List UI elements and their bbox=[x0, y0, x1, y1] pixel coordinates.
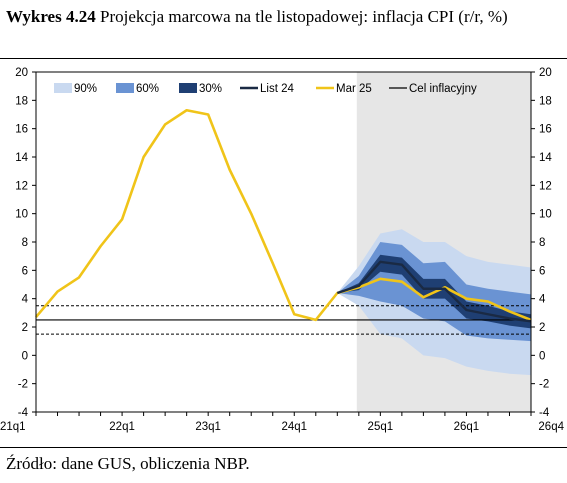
y-tick-label-right: 12 bbox=[539, 180, 552, 192]
top-rule bbox=[0, 58, 567, 59]
y-tick-label-left: -4 bbox=[18, 407, 29, 419]
y-tick-label-right: -4 bbox=[539, 407, 550, 419]
y-tick-label-left: 4 bbox=[22, 294, 29, 306]
series-line-mar25 bbox=[35, 108, 532, 322]
bottom-rule bbox=[0, 447, 567, 448]
legend-swatch-p60 bbox=[116, 83, 134, 93]
y-tick-label-left: 8 bbox=[22, 237, 28, 249]
y-tick-label-right: 2 bbox=[539, 322, 545, 334]
y-tick-label-left: 12 bbox=[15, 180, 28, 192]
y-tick-label-right: 18 bbox=[539, 95, 552, 107]
series-line-list24 bbox=[336, 260, 532, 323]
y-tick-label-right: 10 bbox=[539, 209, 552, 221]
legend-label-list24: List 24 bbox=[260, 83, 294, 95]
cpi-projection-chart: -4 -4 -2 -2 0 0 2 2 4 4 6 6 8 8 10 10 12 12 14 14 16 16 18 18 20… bbox=[0, 67, 565, 433]
y-tick-label-right: 8 bbox=[539, 237, 545, 249]
inflation-target-lines bbox=[36, 305, 531, 335]
legend-swatch-p90 bbox=[54, 83, 72, 93]
y-tick-label-right: 0 bbox=[539, 350, 545, 362]
y-tick-label-left: 20 bbox=[15, 67, 28, 79]
series-lines bbox=[35, 108, 532, 323]
y-tick-label-right: 14 bbox=[539, 152, 552, 164]
x-tick-label: 26q4 bbox=[538, 421, 564, 433]
figure-number: Wykres 4.24 bbox=[6, 7, 96, 26]
y-tick-label-left: 10 bbox=[15, 209, 28, 221]
y-tick-label-right: 16 bbox=[539, 124, 552, 136]
y-tick-label-left: -2 bbox=[18, 379, 28, 391]
figure-title: Wykres 4.24 Projekcja marcowa na tle lis… bbox=[6, 4, 562, 30]
figure-title-text: Projekcja marcowa na tle listopadowej: i… bbox=[95, 7, 508, 26]
y-tick-label-left: 2 bbox=[22, 322, 28, 334]
y-tick-label-right: 20 bbox=[539, 67, 552, 79]
y-tick-label-left: 14 bbox=[15, 152, 28, 164]
x-tick-label: 24q1 bbox=[281, 421, 307, 433]
legend-label-p90: 90% bbox=[74, 83, 97, 95]
y-tick-label-right: -2 bbox=[539, 379, 549, 391]
legend-label-p30: 30% bbox=[199, 83, 222, 95]
legend-label-target: Cel inflacyjny bbox=[409, 83, 477, 95]
y-tick-label-right: 4 bbox=[539, 294, 546, 306]
x-tick-label: 25q1 bbox=[368, 421, 394, 433]
legend-label-mar25: Mar 25 bbox=[336, 83, 372, 95]
y-tick-label-left: 6 bbox=[22, 265, 28, 277]
legend-swatch-p30 bbox=[179, 83, 197, 93]
y-tick-label-left: 0 bbox=[22, 350, 28, 362]
legend: 90% 60% 30% List 24 Mar 25 Cel inflacyjny bbox=[54, 83, 477, 95]
legend-label-p60: 60% bbox=[136, 83, 159, 95]
x-tick-label: 21q1 bbox=[0, 421, 26, 433]
y-tick-label-right: 6 bbox=[539, 265, 545, 277]
x-tick-label: 23q1 bbox=[195, 421, 221, 433]
source-note: Źródło: dane GUS, obliczenia NBP. bbox=[6, 454, 250, 473]
y-tick-label-left: 16 bbox=[15, 124, 28, 136]
axes: -4 -4 -2 -2 0 0 2 2 4 4 6 6 8 8 10 10 12 12 14 14 16 16 18 18 20… bbox=[0, 67, 565, 433]
x-tick-label: 26q1 bbox=[454, 421, 480, 433]
y-tick-label-left: 18 bbox=[15, 95, 28, 107]
x-tick-label: 22q1 bbox=[109, 421, 135, 433]
